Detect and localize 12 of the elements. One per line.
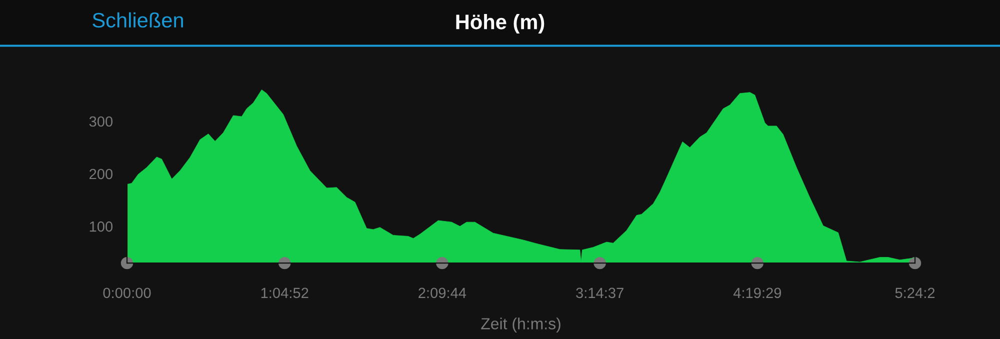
x-tick-label: 2:09:44	[418, 288, 466, 298]
y-tick-label: 300	[89, 116, 113, 127]
y-tick-label: 100	[90, 221, 113, 232]
x-tick-label: 1:04:52	[261, 288, 308, 298]
y-tick-label: 200	[90, 168, 113, 180]
x-axis-title: Zeit (h:m:s)	[481, 318, 560, 333]
x-tick-label: 4:19:29	[733, 288, 782, 298]
text: Schließen	[92, 12, 183, 28]
x-tick-label: 5:24:2	[895, 288, 935, 298]
x-tick-label: 0:00:00	[103, 288, 151, 298]
chart-title: Höhe (m)	[456, 14, 544, 34]
x-tick-label: 3:14:37	[576, 288, 624, 298]
